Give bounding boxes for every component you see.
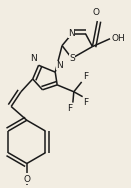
Text: S: S (69, 54, 75, 63)
Text: F: F (83, 72, 88, 81)
Text: N: N (69, 29, 75, 38)
Text: O: O (23, 175, 30, 184)
Text: N: N (56, 61, 63, 70)
Text: F: F (84, 98, 89, 107)
Text: N: N (30, 54, 37, 63)
Text: F: F (67, 104, 72, 113)
Text: OH: OH (111, 34, 125, 43)
Text: O: O (93, 8, 100, 17)
